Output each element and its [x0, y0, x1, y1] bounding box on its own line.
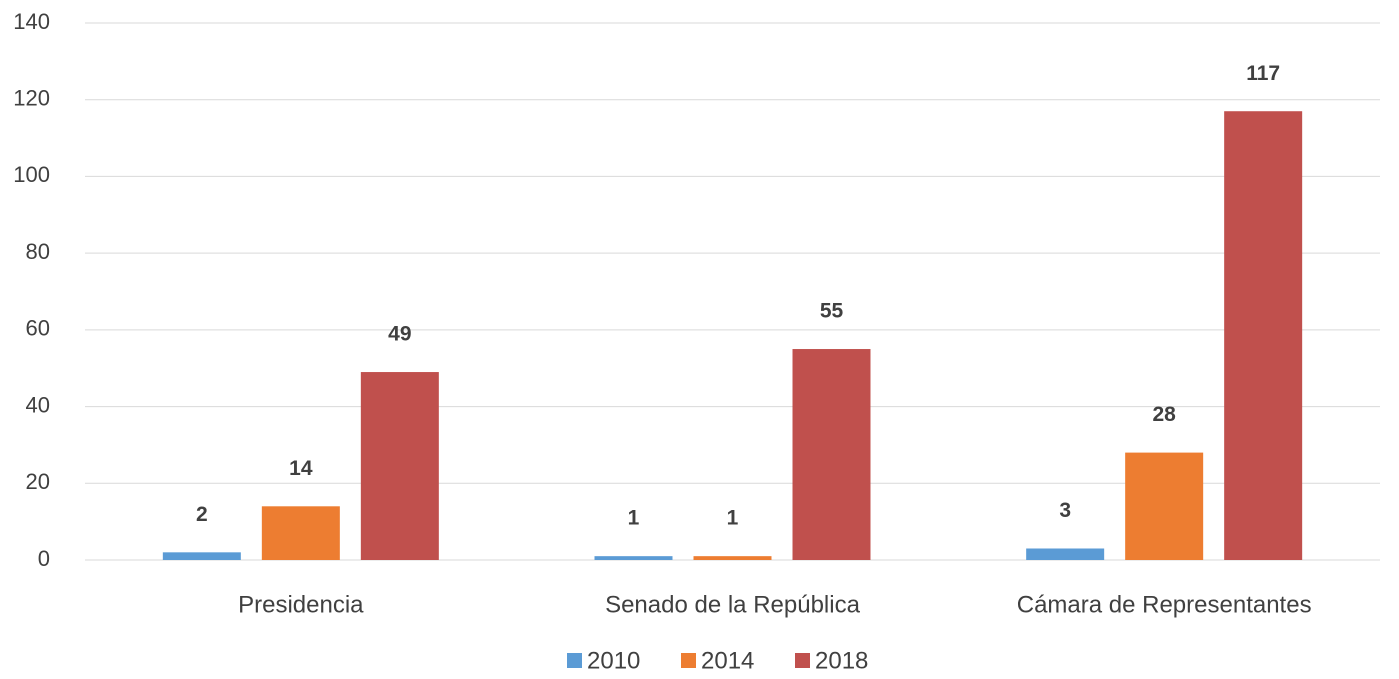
bar [1026, 548, 1105, 560]
bar [594, 556, 673, 560]
x-tick-label: Senado de la República [605, 591, 861, 618]
data-label: 14 [289, 457, 313, 480]
bar [261, 506, 340, 560]
bar [1125, 452, 1204, 560]
data-label: 55 [820, 300, 844, 323]
x-tick-label: Cámara de Representantes [1017, 591, 1312, 618]
data-label: 117 [1246, 62, 1280, 85]
bar [162, 552, 241, 560]
bar [360, 372, 439, 560]
y-tick-label: 100 [13, 162, 50, 187]
legend-swatch [795, 653, 810, 668]
y-tick-label: 140 [13, 9, 50, 34]
data-label: 1 [628, 507, 640, 530]
data-label: 1 [727, 507, 739, 530]
y-tick-label: 120 [13, 86, 50, 111]
y-tick-label: 40 [26, 392, 50, 417]
y-tick-label: 0 [38, 546, 50, 571]
legend-label: 2010 [587, 647, 640, 674]
bar [792, 349, 871, 560]
x-tick-label: Presidencia [238, 591, 364, 618]
legend-swatch [567, 653, 582, 668]
y-tick-label: 20 [26, 469, 50, 494]
legend-label: 2014 [701, 647, 754, 674]
data-label: 3 [1059, 499, 1071, 522]
data-label: 49 [388, 323, 411, 346]
y-tick-label: 60 [26, 316, 50, 341]
bar [1224, 111, 1303, 560]
bar [693, 556, 772, 560]
legend-label: 2018 [815, 647, 868, 674]
data-label: 2 [196, 503, 208, 526]
legend-swatch [681, 653, 696, 668]
data-label: 28 [1152, 403, 1176, 426]
y-tick-label: 80 [26, 239, 50, 264]
